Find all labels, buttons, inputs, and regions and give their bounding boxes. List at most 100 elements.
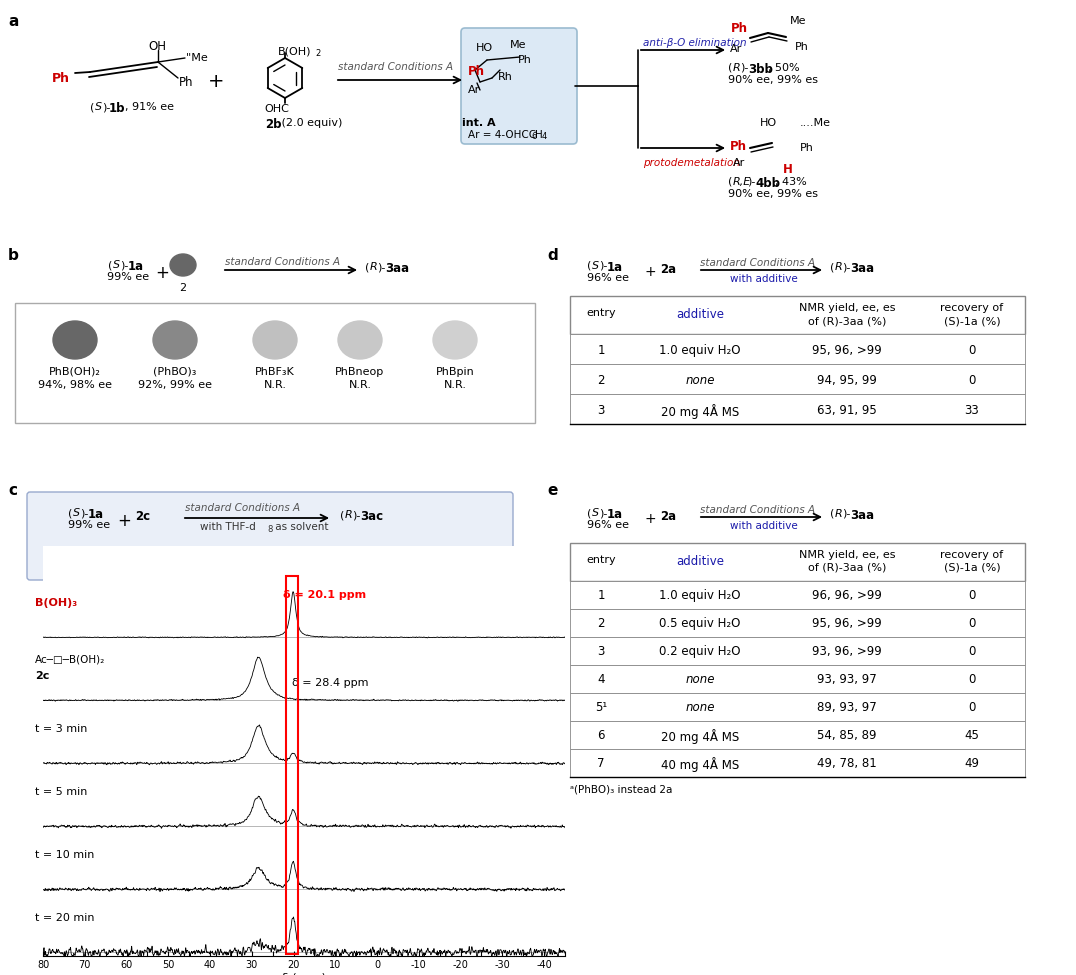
Text: +: + — [645, 512, 656, 526]
Text: (: ( — [90, 102, 95, 112]
Text: )-: )- — [599, 508, 607, 518]
Text: HO: HO — [476, 43, 493, 53]
Text: 20 mg 4Å MS: 20 mg 4Å MS — [661, 729, 739, 744]
Text: t = 20 min: t = 20 min — [34, 913, 95, 922]
Text: c: c — [8, 483, 17, 498]
Text: 54, 85, 89: 54, 85, 89 — [818, 729, 877, 742]
Text: R: R — [370, 262, 378, 272]
Text: 4bb: 4bb — [755, 177, 780, 190]
Text: 0: 0 — [968, 645, 976, 658]
Text: 2: 2 — [180, 283, 186, 293]
Text: +: + — [155, 264, 169, 282]
X-axis label: δ (ppm): δ (ppm) — [282, 973, 326, 975]
Text: 0: 0 — [968, 374, 976, 387]
Text: 1.0 equiv H₂O: 1.0 equiv H₂O — [660, 589, 740, 602]
Text: recovery of: recovery of — [940, 550, 1004, 560]
Text: 2c: 2c — [134, 510, 151, 523]
Text: none: none — [685, 374, 714, 387]
Text: 89, 93, 97: 89, 93, 97 — [817, 701, 877, 714]
Text: 2a: 2a — [660, 263, 676, 276]
Text: Ac─□─B(OH)₂: Ac─□─B(OH)₂ — [34, 654, 105, 664]
Text: Ar: Ar — [733, 158, 746, 168]
Text: 96% ee: 96% ee — [587, 520, 629, 530]
Text: )-: )- — [599, 261, 607, 271]
Text: Ph: Ph — [468, 65, 485, 78]
Text: Ph: Ph — [52, 72, 70, 85]
Text: )-: )- — [377, 262, 385, 272]
Bar — [570, 334, 1025, 364]
Text: S: S — [113, 260, 121, 270]
Ellipse shape — [153, 321, 197, 359]
Text: additive: additive — [676, 308, 724, 321]
Bar — [570, 665, 1025, 693]
Text: 1a: 1a — [128, 260, 144, 273]
Text: +: + — [645, 265, 656, 279]
Bar — [570, 364, 1025, 394]
Text: Ar: Ar — [468, 85, 480, 95]
Text: 2: 2 — [597, 374, 605, 387]
Text: Ar = 4-OHCC: Ar = 4-OHCC — [468, 130, 536, 140]
Text: 96, 96, >99: 96, 96, >99 — [812, 589, 882, 602]
Text: 2: 2 — [597, 617, 605, 630]
Text: 94%, 98% ee: 94%, 98% ee — [38, 380, 112, 390]
Text: R: R — [733, 63, 740, 73]
Text: 99% ee: 99% ee — [107, 272, 150, 282]
Text: , 43%: , 43% — [775, 177, 807, 187]
Text: 3bb: 3bb — [748, 63, 773, 76]
Text: Ph: Ph — [518, 55, 532, 65]
Text: Me: Me — [510, 40, 526, 50]
Bar — [570, 749, 1025, 777]
Text: B(OH)₃: B(OH)₃ — [34, 598, 76, 607]
Text: PhBpin: PhBpin — [436, 367, 475, 377]
Text: 3: 3 — [597, 645, 605, 658]
Text: 0: 0 — [968, 701, 976, 714]
Text: Me: Me — [790, 16, 807, 26]
Text: Ph: Ph — [799, 143, 813, 153]
Text: (: ( — [830, 262, 834, 272]
Text: t = 5 min: t = 5 min — [34, 787, 87, 797]
FancyBboxPatch shape — [461, 28, 577, 144]
Text: int. A: int. A — [463, 118, 496, 128]
Text: additive: additive — [676, 555, 724, 568]
Text: standard Conditions A: standard Conditions A — [700, 258, 816, 268]
Text: 3aa: 3aa — [850, 262, 874, 275]
Text: )-: )- — [843, 262, 850, 272]
Text: 2c: 2c — [34, 672, 49, 682]
Text: d: d — [547, 248, 557, 263]
Text: R: R — [835, 262, 843, 272]
Text: none: none — [685, 701, 714, 714]
Text: 63, 91, 95: 63, 91, 95 — [817, 404, 877, 417]
Text: t = 10 min: t = 10 min — [34, 849, 94, 860]
Text: 1b: 1b — [109, 102, 126, 115]
Text: B(OH): B(OH) — [278, 46, 311, 56]
Text: H: H — [783, 163, 793, 176]
Text: NMR yield, ee, es: NMR yield, ee, es — [798, 303, 895, 313]
Text: +: + — [208, 72, 225, 91]
Text: N.R.: N.R. — [349, 380, 371, 390]
Bar — [285, 546, 298, 956]
Text: 99% ee: 99% ee — [68, 520, 110, 530]
Bar — [570, 609, 1025, 637]
Text: 90% ee, 99% es: 90% ee, 99% es — [728, 75, 818, 85]
Text: S: S — [592, 261, 599, 271]
Text: N.R.: N.R. — [264, 380, 286, 390]
Text: )-: )- — [747, 177, 755, 187]
Text: none: none — [685, 673, 714, 686]
Text: 49: 49 — [964, 757, 979, 770]
Text: , 50%: , 50% — [768, 63, 799, 73]
Text: (: ( — [365, 262, 369, 272]
Text: (: ( — [728, 63, 733, 73]
Text: N.R.: N.R. — [443, 380, 467, 390]
Text: 0: 0 — [968, 344, 976, 357]
Ellipse shape — [338, 321, 382, 359]
Text: )-: )- — [121, 260, 128, 270]
Text: 95, 96, >99: 95, 96, >99 — [812, 617, 882, 630]
Text: 6: 6 — [530, 132, 536, 141]
Text: )-: )- — [843, 509, 850, 519]
Text: PhBF₃K: PhBF₃K — [255, 367, 295, 377]
Text: 20 mg 4Å MS: 20 mg 4Å MS — [661, 404, 739, 419]
Ellipse shape — [170, 254, 196, 276]
Text: Ph: Ph — [179, 76, 194, 89]
Text: (PhBO)₃: (PhBO)₃ — [153, 367, 197, 377]
Text: ¹¹B NMR experiment: ¹¹B NMR experiment — [100, 552, 235, 565]
